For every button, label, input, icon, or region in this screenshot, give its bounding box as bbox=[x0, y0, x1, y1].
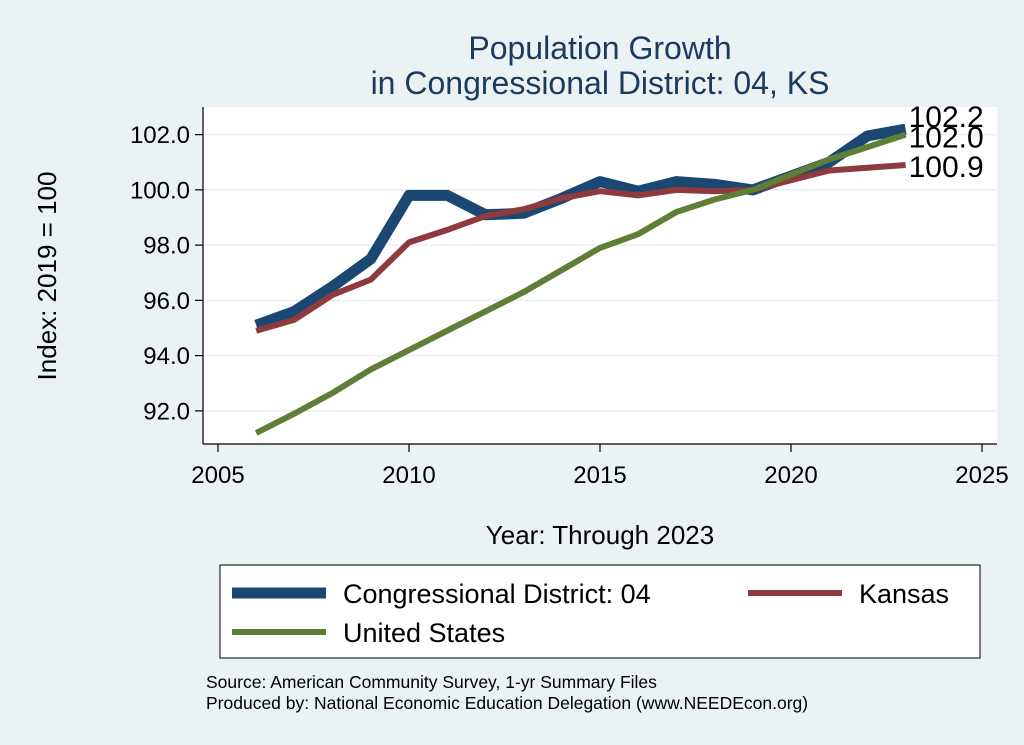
x-tick-label: 2020 bbox=[764, 462, 817, 489]
chart-title-line-2: in Congressional District: 04, KS bbox=[371, 65, 830, 101]
x-tick-label: 2005 bbox=[191, 462, 244, 489]
x-axis-label: Year: Through 2023 bbox=[486, 520, 714, 550]
y-tick-label: 96.0 bbox=[143, 288, 190, 315]
end-label-district: 102.2 bbox=[909, 101, 984, 134]
y-ticks: 92.0 94.0 96.0 98.0 100.0 102.0 bbox=[130, 122, 203, 425]
legend: Congressional District: 04 Kansas United… bbox=[219, 564, 981, 659]
x-tick-label: 2025 bbox=[955, 462, 1008, 489]
end-label-kansas: 100.9 bbox=[909, 151, 984, 184]
source-note: Source: American Community Survey, 1-yr … bbox=[206, 672, 657, 692]
legend-box bbox=[219, 564, 981, 659]
y-tick-label: 92.0 bbox=[143, 398, 190, 425]
producer-note: Produced by: National Economic Education… bbox=[206, 693, 808, 713]
y-tick-label: 100.0 bbox=[130, 177, 190, 204]
plot-area bbox=[203, 107, 997, 444]
y-axis-label: Index: 2019 = 100 bbox=[32, 172, 62, 381]
legend-label-kansas: Kansas bbox=[859, 579, 949, 609]
y-tick-label: 102.0 bbox=[130, 122, 190, 149]
legend-label-district: Congressional District: 04 bbox=[343, 579, 651, 609]
y-tick-label: 98.0 bbox=[143, 233, 190, 260]
y-tick-label: 94.0 bbox=[143, 343, 190, 370]
chart-title-line-1: Population Growth bbox=[468, 30, 731, 66]
series-line-united-states bbox=[254, 131, 907, 436]
x-tick-label: 2010 bbox=[382, 462, 435, 489]
series-line-kansas bbox=[255, 162, 906, 334]
x-tick-label: 2015 bbox=[573, 462, 626, 489]
end-label-united-states: 102.0 bbox=[909, 122, 984, 155]
legend-label-united-states: United States bbox=[343, 618, 505, 648]
series-lines bbox=[254, 123, 907, 436]
x-ticks: 2005 2010 2015 2020 2025 bbox=[191, 444, 1009, 489]
